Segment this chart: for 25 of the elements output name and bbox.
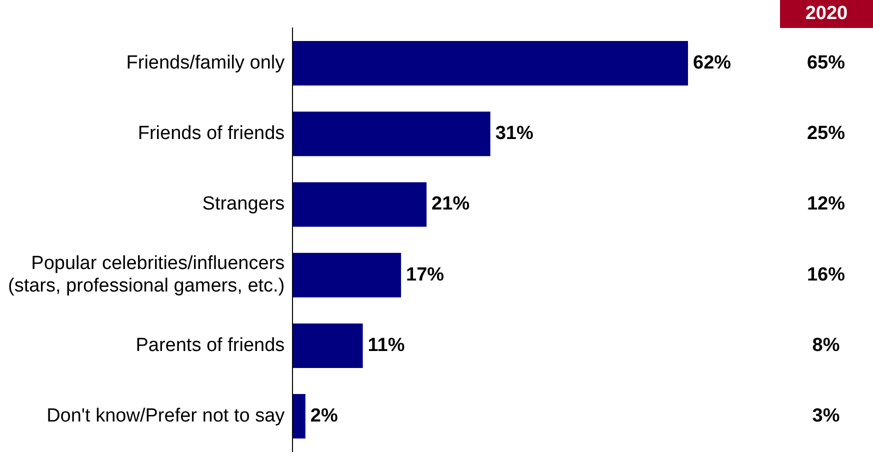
text: 65% <box>806 52 846 74</box>
y-tick-label: Don't know/Prefer not to say <box>46 406 286 427</box>
data-label: 2% <box>310 406 338 427</box>
bar <box>292 252 402 298</box>
bar <box>292 394 306 439</box>
text: 8% <box>812 334 840 356</box>
text: 12% <box>806 194 846 215</box>
data-label: 62% <box>693 52 732 74</box>
y-tick-label: Popular celebrities/influencers (stars, professional gamers, etc.) <box>8 252 285 297</box>
text: 25% <box>806 123 846 144</box>
y-tick-label: Friends/family only <box>126 52 286 74</box>
data-label: 31% <box>495 123 534 144</box>
y-tick-label: Parents of friends <box>136 334 285 356</box>
bar <box>292 323 363 368</box>
bar <box>292 182 427 227</box>
y-tick-label: Friends of friends <box>138 123 285 144</box>
y-tick-label: Strangers <box>202 194 285 215</box>
data-label: 21% <box>432 194 470 215</box>
data-label: 17% <box>406 264 444 286</box>
column-header: 2020 <box>780 0 873 28</box>
bar <box>292 41 688 86</box>
data-label: 11% <box>368 334 405 356</box>
bar <box>292 112 490 156</box>
text: 16% <box>806 264 846 286</box>
text: 3% <box>812 406 840 427</box>
